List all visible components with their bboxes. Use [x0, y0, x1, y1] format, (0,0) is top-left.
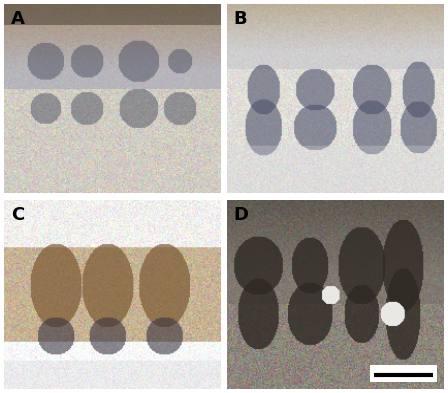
FancyBboxPatch shape [370, 365, 437, 382]
Text: C: C [11, 206, 24, 224]
Text: B: B [234, 9, 247, 28]
Text: A: A [11, 9, 25, 28]
Text: D: D [234, 206, 249, 224]
